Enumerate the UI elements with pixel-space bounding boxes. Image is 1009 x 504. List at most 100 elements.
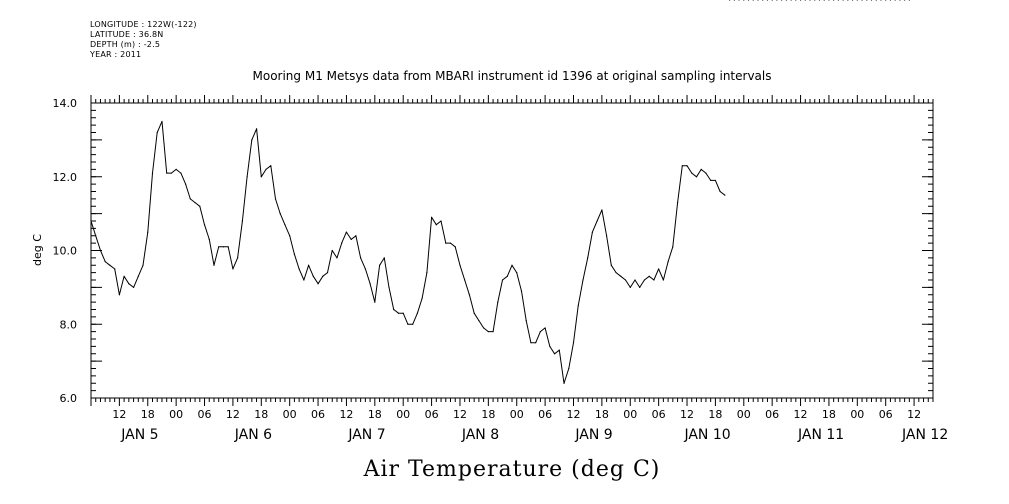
- temperature-data-point: [889, 0, 892, 1]
- temperature-data-point: [483, 327, 485, 329]
- temperature-data-point: [222, 246, 225, 248]
- temperature-data-point: [851, 0, 854, 1]
- temperature-data-point: [279, 213, 281, 215]
- x-hour-label: 12: [112, 408, 126, 421]
- temperature-data-point: [591, 231, 594, 233]
- temperature-data-point: [643, 279, 646, 281]
- temperature-data-point: [620, 275, 622, 277]
- temperature-data-point: [535, 342, 537, 344]
- temperature-data-point: [691, 172, 693, 174]
- temperature-data-point: [809, 0, 811, 1]
- temperature-data-point: [615, 272, 617, 274]
- x-hour-label: 18: [254, 408, 268, 421]
- x-hour-label: 00: [396, 408, 410, 421]
- x-hour-label: 00: [737, 408, 751, 421]
- temperature-data-point: [445, 242, 447, 244]
- temperature-data-point: [350, 238, 352, 241]
- temperature-data-point: [128, 283, 130, 285]
- y-tick-label: 12.0: [53, 171, 78, 184]
- temperature-data-point: [568, 367, 570, 370]
- temperature-data-point: [724, 194, 726, 196]
- temperature-data-point: [156, 131, 158, 134]
- temperature-data-point: [303, 279, 305, 281]
- y-tick-label: 8.0: [60, 318, 78, 331]
- temperature-data-point: [700, 168, 702, 170]
- temperature-data-point: [123, 275, 125, 277]
- temperature-data-point: [747, 0, 750, 1]
- temperature-data-point: [421, 297, 423, 300]
- temperature-data-point: [828, 0, 830, 1]
- temperature-data-point: [833, 0, 835, 1]
- temperature-data-point: [653, 279, 655, 281]
- x-day-label: JAN 11: [797, 427, 844, 443]
- temperature-data-point: [634, 279, 636, 281]
- temperature-data-point: [875, 0, 877, 1]
- temperature-data-point: [383, 257, 385, 259]
- longitude-text: LONGITUDE : 122W(-122): [90, 20, 197, 29]
- y-axis-label: deg C: [31, 234, 44, 266]
- temperature-data-point: [260, 176, 262, 178]
- temperature-data-point: [473, 312, 475, 314]
- temperature-data-point: [904, 0, 906, 1]
- y-tick-label: 14.0: [53, 97, 78, 110]
- y-axis: 6.0 8.0 10.0 12.0 14.0: [53, 97, 933, 405]
- x-day-label: JAN 10: [683, 427, 730, 443]
- temperature-data-point: [114, 268, 116, 270]
- temperature-data-point: [430, 216, 433, 218]
- temperature-data-point: [544, 327, 546, 329]
- temperature-data-point: [752, 0, 754, 1]
- temperature-data-point: [341, 242, 343, 244]
- temperature-data-point: [293, 253, 296, 255]
- temperature-data-point: [393, 308, 395, 311]
- temperature-data-point: [781, 0, 783, 1]
- temperature-data-point: [785, 0, 787, 1]
- temperature-data-point: [175, 168, 177, 170]
- x-hour-label: 00: [850, 408, 864, 421]
- y-tick-label: 10.0: [53, 245, 78, 258]
- temperature-data-point: [525, 319, 527, 322]
- x-axis-label: Air Temperature (deg C): [363, 457, 661, 482]
- temperature-data-point: [728, 0, 731, 1]
- x-hour-label: 18: [141, 408, 155, 421]
- temperature-data-point: [255, 128, 258, 130]
- temperature-data-point: [161, 120, 163, 123]
- temperature-data-point: [629, 286, 631, 288]
- x-hour-label: 00: [283, 408, 297, 421]
- temperature-data-point: [530, 342, 532, 344]
- temperature-data-point: [572, 342, 575, 344]
- temperature-data-point: [388, 286, 390, 288]
- x-hour-label: 06: [879, 408, 893, 421]
- temperature-data-point: [142, 264, 144, 266]
- x-hour-label: 06: [425, 408, 439, 421]
- temperature-data-point: [624, 279, 627, 281]
- x-day-label: JAN 12: [901, 427, 948, 443]
- chart-title: Mooring M1 Metsys data from MBARI instru…: [253, 69, 772, 83]
- temperature-data-point: [686, 165, 688, 167]
- temperature-data-point: [213, 264, 215, 266]
- temperature-data-point: [549, 345, 551, 347]
- temperature-data-point: [147, 231, 149, 233]
- temperature-data-point: [601, 209, 603, 211]
- x-hour-label: 06: [198, 408, 212, 421]
- temperature-data-point: [232, 268, 234, 270]
- temperature-data-point: [132, 286, 135, 288]
- temperature-data-point: [880, 0, 882, 1]
- temperature-data-point: [676, 201, 679, 204]
- temperature-data-point: [856, 0, 858, 1]
- temperature-data-point: [762, 0, 764, 1]
- temperature-data-point: [738, 0, 740, 1]
- x-hour-label: 06: [765, 408, 779, 421]
- temperature-data-point: [298, 268, 300, 270]
- x-hour-label: 12: [907, 408, 921, 421]
- temperature-data-point: [185, 183, 187, 185]
- series-layer: [90, 0, 910, 384]
- temperature-data-point: [492, 331, 494, 333]
- temperature-data-point: [274, 198, 277, 200]
- temperature-data-point: [662, 279, 664, 281]
- temperature-data-point: [648, 275, 650, 277]
- temperature-data-point: [558, 349, 560, 351]
- temperature-data-point: [402, 312, 404, 314]
- temperature-data-point: [553, 353, 556, 355]
- temperature-data-point: [454, 246, 456, 248]
